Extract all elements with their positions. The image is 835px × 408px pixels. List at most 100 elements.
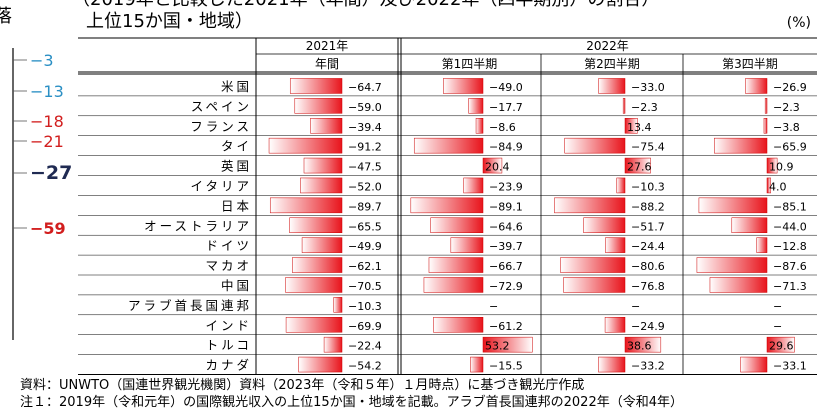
- bar: [423, 277, 484, 293]
- value-label: 29.6: [769, 340, 794, 353]
- left-value-label: −21: [30, 132, 64, 151]
- value-label: −51.7: [631, 220, 665, 233]
- bar: [269, 197, 343, 214]
- value-label: −87.6: [773, 260, 807, 273]
- bar: [268, 137, 343, 154]
- bar: [598, 78, 626, 94]
- left-value-label: −3: [30, 51, 54, 70]
- value-label: −24.4: [631, 240, 665, 253]
- left-panel: −3 −13 −18−21 −27 −59: [12, 48, 72, 340]
- bar: [766, 336, 795, 353]
- bar: [604, 317, 626, 333]
- value-label: −59.0: [348, 101, 382, 114]
- value-label: −2.3: [631, 101, 658, 114]
- bar: [430, 217, 484, 233]
- bar: [766, 157, 778, 174]
- value-label: −49.0: [489, 81, 523, 94]
- bar: [301, 237, 343, 253]
- value-label: −62.1: [348, 260, 382, 273]
- bar: [482, 157, 503, 174]
- value-label: 27.6: [627, 161, 652, 174]
- country-label: インド: [205, 318, 252, 333]
- value-label: −69.9: [348, 320, 382, 333]
- cropped-left-char: 落: [0, 6, 12, 27]
- bar: [310, 118, 343, 134]
- value-label: −88.2: [631, 200, 665, 213]
- value-label: −65.9: [773, 141, 807, 154]
- bar: [303, 157, 343, 174]
- country-label: 日本: [221, 198, 252, 213]
- bar: [428, 257, 484, 273]
- bar: [554, 197, 626, 214]
- bar: [714, 137, 768, 154]
- value-label: −66.7: [489, 260, 523, 273]
- value-label: −22.4: [348, 340, 382, 353]
- country-label: オーストラリア: [144, 218, 252, 233]
- bar: [624, 157, 651, 174]
- unit-label: (%): [787, 15, 811, 31]
- country-label: フランス: [190, 119, 252, 134]
- value-label: −8.6: [489, 121, 516, 134]
- country-label: イタリア: [190, 178, 252, 193]
- value-label: −85.1: [773, 200, 807, 213]
- value-label: −64.7: [348, 81, 382, 94]
- value-label: −17.7: [489, 101, 523, 114]
- value-label: −10.3: [348, 300, 382, 313]
- bar: [598, 356, 626, 373]
- bar: [294, 98, 343, 114]
- group-header: 2021年: [306, 39, 349, 53]
- bar: [433, 317, 484, 333]
- bar: [285, 277, 343, 293]
- bar: [289, 78, 343, 94]
- value-label: −84.9: [489, 141, 523, 154]
- value-label: −89.7: [348, 200, 382, 213]
- country-label: アラブ首長国連邦: [128, 298, 252, 313]
- value-label: −12.8: [773, 240, 807, 253]
- bar: [413, 137, 484, 154]
- bar: [622, 98, 626, 114]
- value-label: −80.6: [631, 260, 665, 273]
- group-header: 2022年: [586, 39, 629, 53]
- value-label: −49.9: [348, 240, 382, 253]
- value-label: 10.9: [769, 161, 794, 174]
- bar: [563, 277, 626, 293]
- country-label: スペイン: [191, 99, 252, 114]
- country-label: マカオ: [205, 258, 252, 273]
- bar: [300, 177, 343, 194]
- left-value-label: −27: [30, 162, 72, 184]
- bar: [756, 237, 768, 253]
- bar: [564, 137, 626, 154]
- bar: [605, 237, 626, 253]
- bar: [289, 217, 343, 233]
- bar: [323, 336, 343, 353]
- value-label: −65.5: [348, 220, 382, 233]
- value-label: −26.9: [773, 81, 807, 94]
- bar: [482, 336, 533, 353]
- value-label: 13.4: [627, 121, 652, 134]
- bar: [624, 336, 662, 353]
- bar: [709, 277, 768, 293]
- bar: [583, 217, 626, 233]
- country-label: 英国: [221, 159, 252, 174]
- bar: [696, 257, 768, 273]
- value-label: −33.0: [631, 81, 665, 94]
- value-label: −15.5: [489, 360, 523, 373]
- bar: [745, 78, 768, 94]
- value-label: −89.1: [489, 200, 523, 213]
- bar: [298, 356, 343, 373]
- bar: [764, 98, 768, 114]
- value-label: −39.4: [348, 121, 382, 134]
- left-panel-labels: −3 −13 −18−21 −27 −59: [13, 51, 72, 238]
- value-label: −33.1: [773, 360, 807, 373]
- column-header: 第1四半期: [442, 57, 498, 71]
- value-label: −91.2: [348, 141, 382, 154]
- value-label: −: [773, 300, 782, 313]
- value-label: −10.3: [631, 180, 665, 193]
- value-label: −39.7: [489, 240, 523, 253]
- value-label: 53.2: [485, 340, 510, 353]
- bar: [333, 297, 343, 313]
- bar: [443, 78, 484, 94]
- value-label: −52.0: [348, 180, 382, 193]
- value-label: −47.5: [348, 161, 382, 174]
